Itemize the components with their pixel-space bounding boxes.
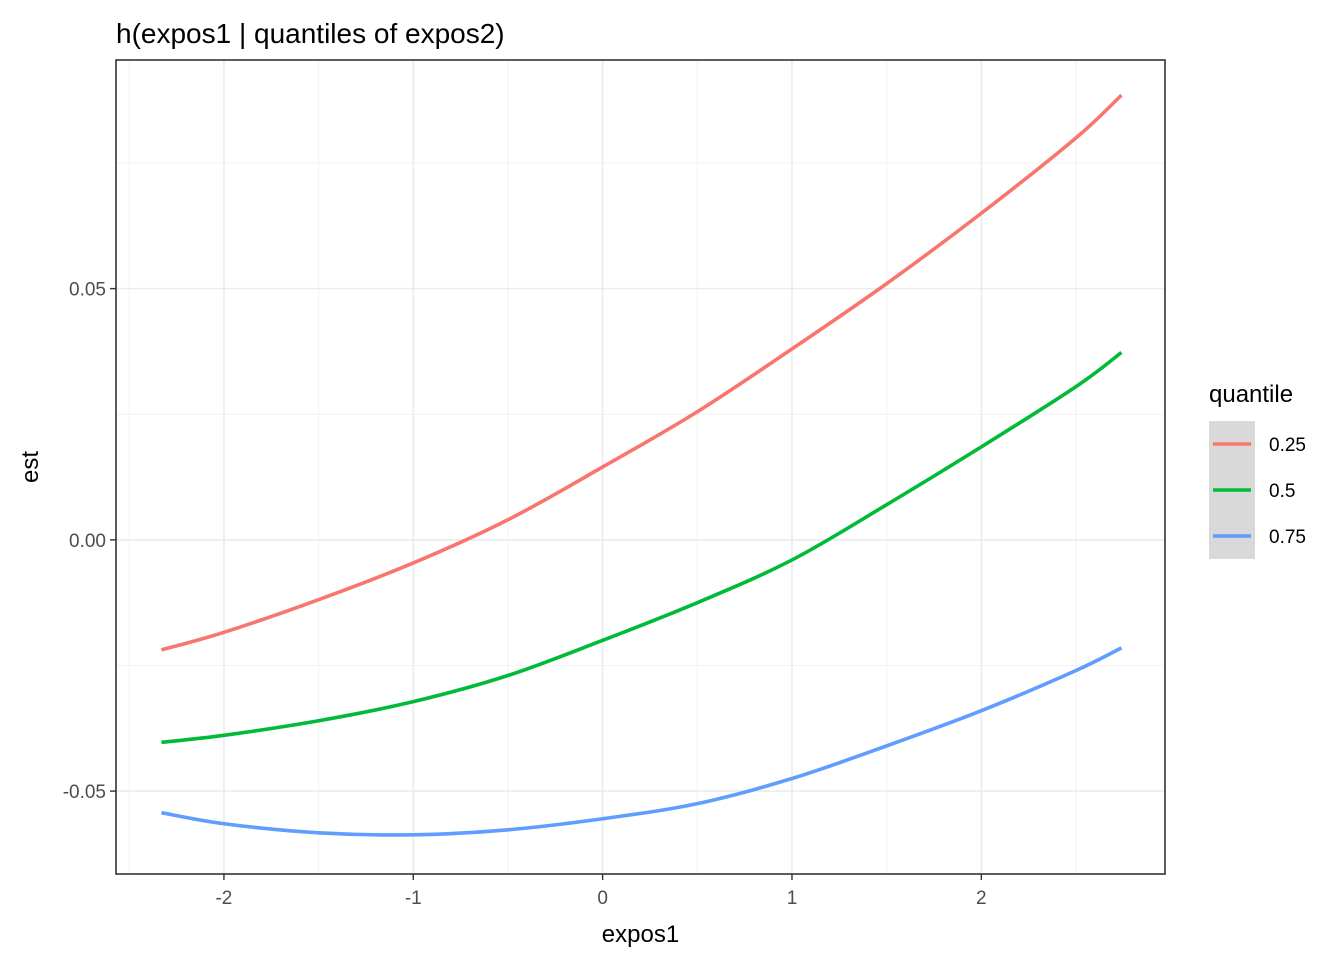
series-lines [160,93,1123,837]
legend-title: quantile [1209,381,1293,408]
y-tick-label: -0.05 [63,782,106,803]
y-tick-label: 0.05 [69,280,106,301]
chart-title: h(expos1 | quantiles of expos2) [116,18,505,49]
y-tick-label: 0.00 [69,531,106,552]
x-axis: -2 -1 0 1 2 [215,874,987,909]
plot-border [115,59,1166,875]
legend-label: 0.75 [1269,527,1306,548]
legend: quantile 0.25 0.5 0.75 [1209,381,1306,559]
x-axis-title: expos1 [602,921,679,948]
series-line-0.25 [160,93,1123,652]
legend-label: 0.25 [1269,435,1306,456]
legend-label: 0.5 [1269,481,1295,502]
series-line-0.5 [161,351,1123,745]
x-tick-label: 2 [976,888,987,909]
x-tick-label: -1 [405,888,422,909]
legend-items: 0.25 0.5 0.75 [1209,421,1306,559]
series-line-0.75 [161,646,1123,837]
grid-major [116,60,1165,874]
x-tick-label: -2 [215,888,232,909]
grid-minor [116,60,1165,874]
x-tick-label: 0 [597,888,608,909]
x-tick-label: 1 [787,888,798,909]
y-axis: -0.05 0.00 0.05 [63,280,116,803]
y-axis-title: est [17,451,44,483]
plot-panel [116,60,1165,874]
